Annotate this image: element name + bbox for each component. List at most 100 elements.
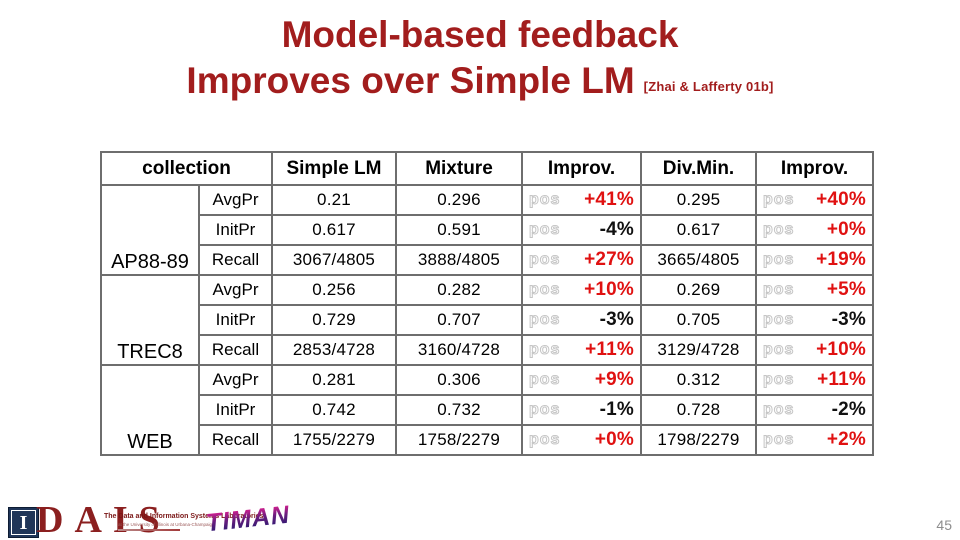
simple-lm-cell: 0.617 [271,214,397,246]
div-min-cell: 0.295 [640,184,757,216]
table-row: Recall 2853/4728 3160/4728 pos +11% 3129/4728… [101,334,874,366]
results-table: collection Simple LM Mixture Improv. Div… [100,151,874,456]
pos-watermark: pos [762,311,795,329]
div-min-cell: 0.617 [640,214,757,246]
pos-watermark: pos [528,221,561,239]
metric-cell: Recall [198,244,273,276]
improv-mixture-cell: pos -1% [521,394,642,426]
improv-divmin-cell: pos +5% [755,274,874,306]
header-div-min: Div.Min. [640,151,757,186]
metric-cell: AvgPr [198,364,273,396]
improv-mixture-cell-wrap: pos -1% [524,399,639,421]
improv-divmin-cell-wrap: pos -2% [758,399,871,421]
improvement-value: +9% [594,369,634,390]
improv-divmin-cell: pos +19% [755,244,874,276]
improv-mixture-cell-wrap: pos +0% [524,429,639,451]
improv-divmin-cell: pos +10% [755,334,874,366]
div-min-cell: 0.312 [640,364,757,396]
mixture-cell: 0.282 [395,274,523,306]
simple-lm-cell: 0.281 [271,364,397,396]
improv-mixture-cell: pos -3% [521,304,642,336]
page-number: 45 [936,517,952,533]
improv-divmin-cell: pos -2% [755,394,874,426]
dais-fineprint-line [118,528,180,531]
dais-monogram: I [19,511,28,534]
table-row: Recall 1755/2279 1758/2279 pos +0% 1798/2279 p… [101,424,874,456]
header-simple-lm: Simple LM [271,151,397,186]
dais-fineprint: at the University of Illinois at Urbana-… [118,521,215,527]
dais-acronym: DAIS [36,499,171,540]
improvement-value: +2% [826,429,866,450]
simple-lm-cell: 1755/2279 [271,424,397,456]
div-min-cell: 3129/4728 [640,334,757,366]
improvement-value: +40% [816,189,866,210]
improv-mixture-cell-wrap: pos +11% [524,339,639,361]
div-min-cell: 1798/2279 [640,424,757,456]
table-row: TREC8 AvgPr 0.256 0.282 pos +10% 0.269 pos +5% [100,274,874,366]
improvement-value: +41% [584,189,634,210]
improv-divmin-cell-wrap: pos +2% [758,429,871,451]
improv-mixture-cell-wrap: pos +10% [524,279,639,301]
pos-watermark: pos [762,191,795,209]
pos-watermark: pos [762,431,795,449]
improv-divmin-cell-wrap: pos +19% [758,249,871,271]
improv-divmin-cell-wrap: pos -3% [758,309,871,331]
table-body: AP88-89 AvgPr 0.21 0.296 pos +41% 0.295 pos +40%… [100,184,874,456]
simple-lm-cell: 0.729 [271,304,397,336]
improv-divmin-cell: pos -3% [755,304,874,336]
div-min-cell: 0.269 [640,274,757,306]
dais-text-block: The Data and Information Systems Laborat… [104,513,264,531]
collection-name-cell: TREC8 [100,274,200,366]
improvement-value: +19% [816,249,866,270]
simple-lm-cell: 0.21 [271,184,397,216]
table-header-row: collection Simple LM Mixture Improv. Div… [100,151,874,186]
pos-watermark: pos [762,371,795,389]
metric-cell: Recall [198,334,273,366]
improvement-value: -3% [599,309,634,330]
metric-cell: AvgPr [198,274,273,306]
simple-lm-cell: 2853/4728 [271,334,397,366]
improv-mixture-cell-wrap: pos +27% [524,249,639,271]
mixture-cell: 0.732 [395,394,523,426]
table-row: InitPr 0.729 0.707 pos -3% 0.705 pos -3% [101,304,874,336]
improvement-value: +0% [594,429,634,450]
improv-mixture-cell: pos +41% [521,184,642,216]
improv-divmin-cell-wrap: pos +0% [758,219,871,241]
table-row: InitPr 0.617 0.591 pos -4% 0.617 pos +0% [101,214,874,246]
collection-name-cell: AP88-89 [100,184,200,276]
metric-cell: InitPr [198,394,273,426]
div-min-cell: 0.728 [640,394,757,426]
slide-title: Model-based feedback Improves over Simpl… [0,12,960,112]
pos-watermark: pos [528,281,561,299]
header-mixture: Mixture [395,151,523,186]
improvement-value: +27% [584,249,634,270]
header-improv-divmin: Improv. [755,151,874,186]
citation: [Zhai & Lafferty 01b] [643,79,774,94]
pos-watermark: pos [762,221,795,239]
table-row: WEB AvgPr 0.281 0.306 pos +9% 0.312 pos +11% [100,364,874,456]
mixture-cell: 0.591 [395,214,523,246]
mixture-cell: 3160/4728 [395,334,523,366]
improvement-value: +10% [584,279,634,300]
div-min-cell: 0.705 [640,304,757,336]
pos-watermark: pos [528,251,561,269]
table-row: AP88-89 AvgPr 0.21 0.296 pos +41% 0.295 pos +40% [100,184,874,276]
title-line2: Improves over Simple LM [Zhai & Lafferty … [0,58,960,112]
improv-divmin-cell: pos +40% [755,184,874,216]
improv-mixture-cell-wrap: pos -4% [524,219,639,241]
collection-name-cell: WEB [100,364,200,456]
improvement-value: -2% [831,399,866,420]
improvement-value: -1% [599,399,634,420]
improv-mixture-cell: pos +27% [521,244,642,276]
improvement-value: +0% [826,219,866,240]
pos-watermark: pos [528,191,561,209]
pos-watermark: pos [762,401,795,419]
pos-watermark: pos [762,341,795,359]
dais-tagline: The Data and Information Systems Laborat… [104,513,264,520]
title-line1: Model-based feedback [281,14,679,55]
simple-lm-cell: 3067/4805 [271,244,397,276]
pos-watermark: pos [762,281,795,299]
improv-divmin-cell: pos +0% [755,214,874,246]
improv-divmin-cell-wrap: pos +5% [758,279,871,301]
